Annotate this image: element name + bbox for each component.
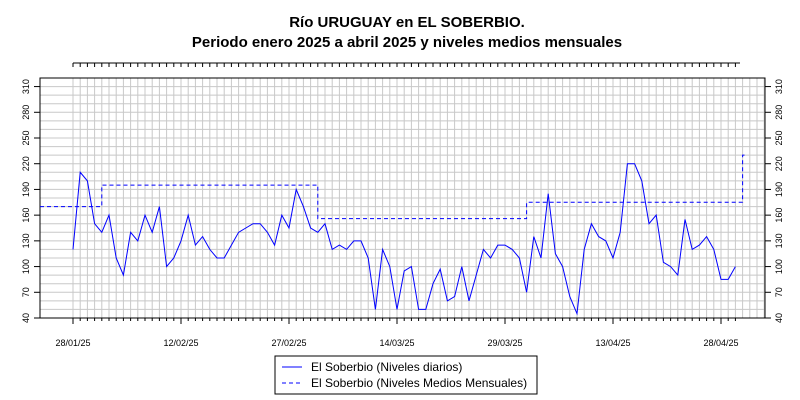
series: [40, 154, 745, 316]
y-axis-right-label: 100: [774, 259, 784, 274]
y-axis-left-label: 190: [21, 182, 31, 197]
y-axis-right-label: 220: [774, 156, 784, 171]
y-axis-right-label: 160: [774, 208, 784, 223]
x-tick-label: 28/04/25: [703, 338, 738, 348]
series-line-daily: [72, 163, 736, 316]
legend-box: [274, 355, 538, 395]
series-line-monthly-mean: [40, 154, 745, 220]
x-tick-label: 29/03/25: [487, 338, 522, 348]
x-tick-label: 14/03/25: [379, 338, 414, 348]
y-axis-right-label: 70: [774, 287, 784, 297]
y-axis-right-label: 310: [774, 79, 784, 94]
y-axis-left-label: 160: [21, 208, 31, 223]
x-tick-label: 13/04/25: [595, 338, 630, 348]
y-axis-right-label: 40: [774, 313, 784, 323]
chart-subtitle: Periodo enero 2025 a abril 2025 y nivele…: [192, 34, 622, 51]
chart-title: Río URUGUAY en EL SOBERBIO.: [289, 14, 525, 31]
legend-label-daily: El Soberbio (Niveles diarios): [311, 360, 462, 374]
y-axis-left-label: 220: [21, 156, 31, 171]
x-tick-label: 28/01/25: [55, 338, 90, 348]
legend-label-monthly: El Soberbio (Niveles Medios Mensuales): [311, 376, 527, 390]
y-axis-right-label: 190: [774, 182, 784, 197]
y-axis-left-label: 310: [21, 79, 31, 94]
y-axis-left-label: 130: [21, 233, 31, 248]
y-axis-left-label: 40: [21, 313, 31, 323]
y-axis-left-label: 100: [21, 259, 31, 274]
x-tick-label: 27/02/25: [271, 338, 306, 348]
y-axis-left-label: 280: [21, 105, 31, 120]
legend: El Soberbio (Niveles diarios) El Soberbi…: [274, 355, 538, 395]
y-axis-left-label: 70: [21, 287, 31, 297]
grid: [40, 77, 765, 319]
y-axis-right-label: 280: [774, 105, 784, 120]
y-axis-right-label: 250: [774, 130, 784, 145]
x-tick-label: 12/02/25: [163, 338, 198, 348]
axes: 28/01/25 12/02/25 27/02/25 14/03/25 29/03/25…: [21, 62, 784, 348]
y-axis-right-label: 130: [774, 233, 784, 248]
y-axis-left-label: 250: [21, 130, 31, 145]
